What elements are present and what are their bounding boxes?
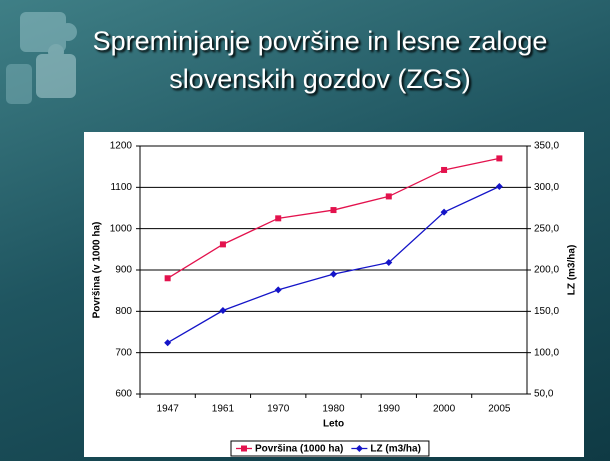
x-tick-label: 1947: [157, 404, 180, 415]
x-tick-label: 2000: [433, 404, 456, 415]
marker: [241, 446, 247, 452]
x-tick-label: 1961: [212, 404, 235, 415]
y-tick-label: 1000: [110, 223, 133, 234]
y2-tick-label: 300,0: [534, 182, 559, 193]
y2-tick-label: 350,0: [534, 141, 559, 152]
marker: [165, 275, 171, 281]
y2-tick-label: 50,0: [534, 389, 554, 400]
y-tick-label: 900: [115, 265, 132, 276]
y-tick-label: 600: [115, 389, 132, 400]
x-axis-label: Leto: [323, 419, 344, 430]
y-tick-label: 700: [115, 347, 132, 358]
y-tick-label: 800: [115, 306, 132, 317]
y2-axis-label: LZ (m3/ha): [567, 245, 578, 296]
y-tick-label: 1100: [110, 182, 132, 193]
legend: Površina (1000 ha) LZ (m3/ha): [231, 441, 429, 456]
y2-tick-label: 250,0: [534, 223, 559, 234]
x-tick-label: 1970: [267, 404, 290, 415]
marker: [441, 167, 447, 173]
y2-tick-label: 200,0: [534, 265, 559, 276]
y-axis-label: Površina (v 1000 ha): [92, 222, 103, 319]
marker: [275, 215, 281, 221]
y2-tick-label: 100,0: [534, 347, 559, 358]
legend-label: LZ (m3/ha): [370, 444, 421, 455]
marker: [386, 193, 392, 199]
x-tick-label: 1990: [378, 404, 401, 415]
slide: 600 700 800 900 1000 1100 1200 50,0 100,0 150,0 20…: [0, 0, 610, 461]
slide-title: Spreminjanje površine in lesne zaloge sl…: [60, 22, 580, 98]
x-tick-label: 2005: [488, 404, 511, 415]
y2-tick-label: 150,0: [534, 306, 559, 317]
marker: [496, 155, 502, 161]
marker: [220, 241, 226, 247]
legend-label: Površina (1000 ha): [255, 444, 343, 455]
marker: [331, 207, 337, 213]
x-tick-label: 1980: [322, 404, 345, 415]
y-tick-label: 1200: [110, 141, 133, 152]
